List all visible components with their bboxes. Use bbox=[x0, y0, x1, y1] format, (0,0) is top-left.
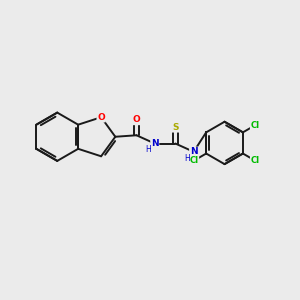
Text: O: O bbox=[133, 116, 140, 124]
Text: Cl: Cl bbox=[250, 121, 260, 130]
Text: N: N bbox=[190, 147, 197, 156]
Text: Cl: Cl bbox=[189, 156, 199, 165]
Text: H: H bbox=[184, 154, 190, 163]
Text: H: H bbox=[146, 146, 151, 154]
Text: Cl: Cl bbox=[250, 156, 260, 165]
Text: S: S bbox=[172, 123, 178, 132]
Text: N: N bbox=[151, 139, 159, 148]
Text: O: O bbox=[97, 113, 105, 122]
